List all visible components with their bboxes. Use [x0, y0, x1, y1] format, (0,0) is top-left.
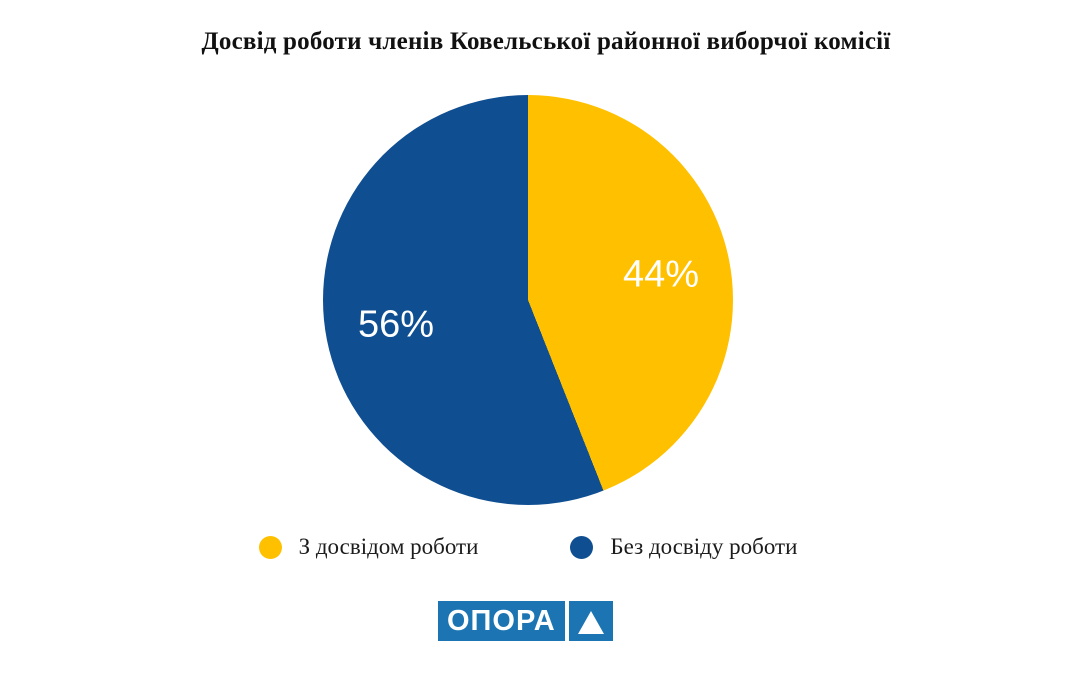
legend-marker-experienced-icon: [258, 535, 282, 559]
pie-chart: [323, 95, 733, 505]
opora-logo-mark: [568, 601, 613, 641]
legend-marker-inexperienced-icon: [570, 535, 594, 559]
legend: З досвідом роботи Без досвіду роботи: [0, 534, 1074, 560]
legend-item-inexperienced: Без досвіду роботи: [570, 534, 797, 560]
legend-item-experienced: З досвідом роботи: [258, 534, 479, 560]
opora-logo: ОПОРА: [438, 601, 613, 641]
triangle-icon: [577, 611, 604, 634]
legend-label-experienced: З досвідом роботи: [298, 534, 479, 559]
pie-slice-label-inexperienced: 56%: [357, 303, 435, 346]
opora-logo-text: ОПОРА: [447, 604, 556, 637]
opora-logo-text-box: ОПОРА: [438, 601, 565, 641]
legend-label-inexperienced: Без досвіду роботи: [610, 534, 798, 559]
chart-title: Досвід роботи членів Ковельської районно…: [201, 28, 891, 55]
pie-slice-label-experienced: 44%: [622, 253, 700, 296]
